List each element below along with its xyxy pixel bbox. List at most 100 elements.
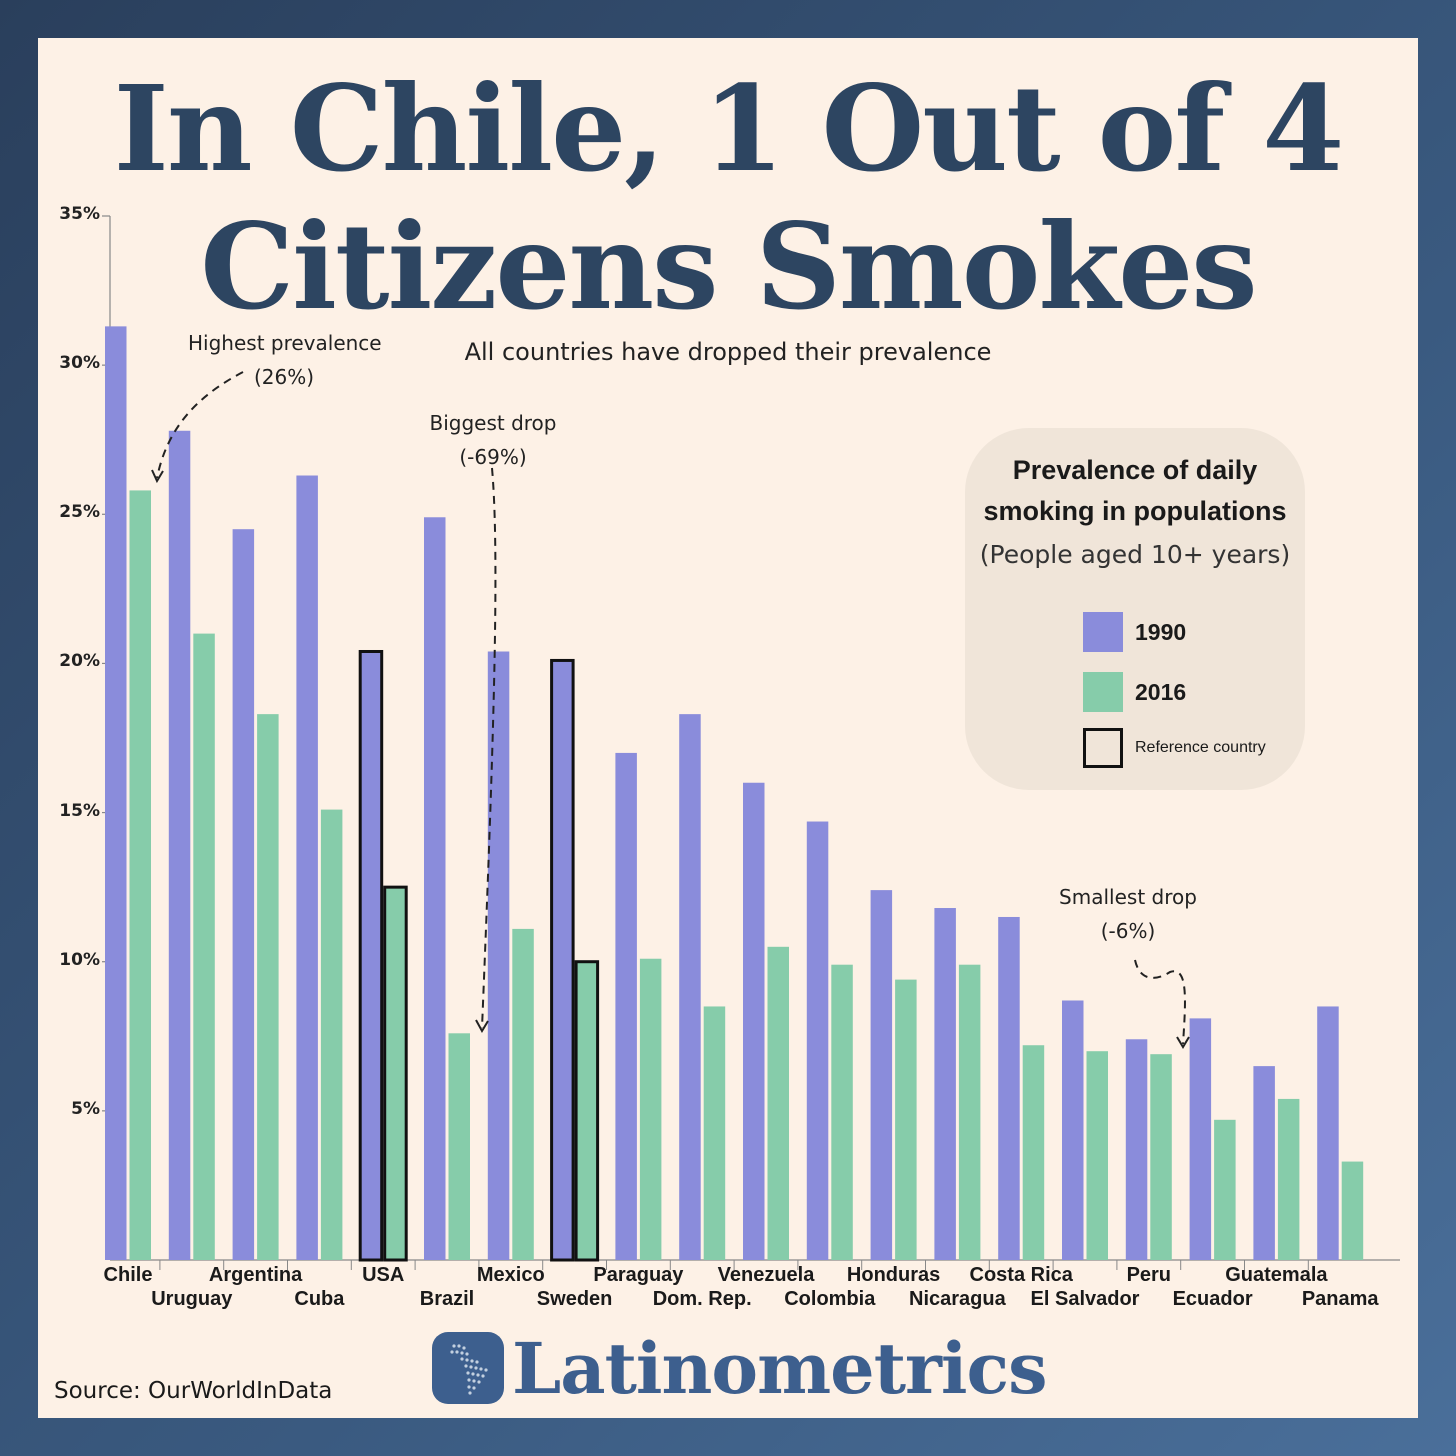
x-tick-label: Honduras — [846, 1264, 941, 1286]
legend-swatch-1990 — [1083, 612, 1123, 652]
bar-2016-el-salvador — [1086, 1051, 1108, 1260]
x-tick-label: Nicaragua — [909, 1288, 1006, 1310]
bar-1990-uruguay — [168, 430, 191, 1260]
x-tick-label: Colombia — [784, 1288, 876, 1310]
legend-label-2016: 2016 — [1135, 678, 1187, 705]
bar-2016-chile — [129, 490, 151, 1260]
y-tick-label: 35% — [59, 204, 100, 224]
x-tick-label: Costa Rica — [969, 1264, 1073, 1286]
y-tick-label: 20% — [59, 651, 100, 672]
x-tick-label: Dom. Rep. — [652, 1288, 752, 1310]
brand-name: Latinometrics — [512, 1326, 1048, 1410]
legend-label-1990: 1990 — [1135, 618, 1187, 645]
highest-arrowhead — [151, 469, 164, 484]
chart-card: In Chile, 1 Out of 4 Citizens Smokes 5% 1… — [38, 38, 1418, 1418]
bar-2016-peru — [1150, 1054, 1172, 1260]
smallest-drop-label: Smallest drop — [1059, 885, 1197, 909]
x-tick-label: Peru — [1126, 1264, 1172, 1286]
chart-plot — [102, 215, 1400, 1270]
bar-1990-paraguay — [615, 752, 637, 1260]
legend-subtitle: (People aged 10+ years) — [979, 540, 1291, 569]
bar-2016-paraguay — [639, 958, 662, 1260]
brand: Latinometrics — [432, 1326, 1048, 1410]
x-tick-label: Ecuador — [1172, 1288, 1253, 1310]
legend-title-line-1: Prevalence of daily — [1012, 455, 1258, 485]
highest-prevalence-value: (26%) — [253, 365, 315, 389]
bar-1990-dom-rep- — [679, 714, 701, 1260]
highest-prevalence-label: Highest prevalence — [188, 331, 382, 355]
bar-2016-colombia — [831, 964, 853, 1260]
bar-2016-cuba — [320, 809, 343, 1260]
x-tick-label: USA — [362, 1264, 405, 1286]
bar-2016-guatemala — [1277, 1098, 1300, 1260]
smallest-arrow — [1134, 959, 1186, 1045]
y-tick-label: 25% — [59, 502, 100, 523]
chart-title-line-2: Citizens Smokes — [200, 197, 1258, 336]
x-tick-label: Chile — [103, 1264, 153, 1286]
y-tick-label: 5% — [71, 1098, 100, 1119]
bar-2016-panama — [1341, 1161, 1364, 1260]
bar-1990-usa — [358, 649, 384, 1262]
biggest-arrowhead — [475, 1019, 489, 1034]
bar-2016-ecuador — [1214, 1119, 1236, 1260]
bar-1990-panama — [1317, 1006, 1339, 1260]
legend-item-1990: 1990 — [1083, 612, 1186, 652]
bar-1990-venezuela — [743, 782, 765, 1260]
bar-2016-uruguay — [193, 633, 215, 1260]
legend-item-2016: 2016 — [1083, 672, 1186, 712]
bar-1990-cuba — [296, 475, 318, 1261]
bar-2016-honduras — [895, 979, 917, 1260]
legend: Prevalence of daily smoking in populatio… — [965, 428, 1305, 790]
smallest-drop-value: (-6%) — [1100, 919, 1156, 943]
legend-title: Prevalence of daily smoking in populatio… — [965, 450, 1305, 532]
bar-1990-argentina — [232, 529, 255, 1260]
x-tick-label: Argentina — [208, 1264, 303, 1286]
bar-2016-dom-rep- — [703, 1006, 726, 1260]
all-countries-note: All countries have dropped their prevale… — [464, 338, 992, 366]
bar-2016-argentina — [257, 714, 279, 1260]
x-tick-label: Mexico — [476, 1264, 545, 1286]
biggest-drop-annotation: Biggest drop (-69%) — [423, 406, 563, 474]
highest-arrow — [156, 371, 244, 479]
x-tick-label: El Salvador — [1030, 1288, 1140, 1310]
x-tick-label: Uruguay — [151, 1288, 233, 1310]
bar-2016-sweden — [574, 960, 600, 1262]
brand-logo-icon — [432, 1332, 504, 1404]
bar-1990-costa-rica — [998, 916, 1020, 1260]
bar-1990-brazil — [424, 517, 446, 1260]
bar-2016-nicaragua — [958, 964, 981, 1260]
x-tick-label: Guatemala — [1225, 1264, 1328, 1286]
smallest-arrowhead — [1176, 1036, 1190, 1049]
bar-1990-mexico — [487, 651, 510, 1260]
legend-title-line-2: smoking in populations — [983, 496, 1287, 526]
x-tick-label: Paraguay — [593, 1264, 684, 1286]
bar-1990-chile — [105, 326, 127, 1260]
highest-prevalence-annotation: Highest prevalence (26%) — [188, 326, 382, 394]
bar-2016-costa-rica — [1022, 1045, 1045, 1260]
bar-1990-el-salvador — [1062, 1000, 1084, 1260]
biggest-arrow — [481, 467, 497, 1029]
bar-1990-nicaragua — [934, 908, 956, 1260]
bar-2016-mexico — [512, 928, 534, 1260]
x-tick-label: Venezuela — [717, 1264, 815, 1286]
legend-swatch-reference — [1083, 728, 1123, 768]
x-tick-label: Sweden — [536, 1288, 613, 1310]
x-tick-label: Panama — [1301, 1288, 1379, 1310]
y-tick-label: 30% — [59, 353, 100, 374]
bar-1990-ecuador — [1189, 1018, 1212, 1260]
biggest-drop-value: (-69%) — [459, 445, 527, 469]
biggest-drop-label: Biggest drop — [429, 411, 557, 435]
bar-2016-venezuela — [767, 946, 789, 1260]
smallest-drop-annotation: Smallest drop (-6%) — [1053, 880, 1203, 948]
legend-item-reference: Reference country — [1083, 728, 1266, 768]
source-note: Source: OurWorldInData — [54, 1378, 333, 1404]
x-tick-label: Brazil — [419, 1288, 475, 1310]
bar-1990-colombia — [806, 821, 829, 1260]
bar-1990-honduras — [870, 890, 893, 1260]
bar-2016-brazil — [448, 1033, 470, 1260]
bar-1990-sweden — [550, 658, 575, 1262]
x-tick-label: Cuba — [294, 1288, 345, 1310]
y-tick-label: 15% — [59, 800, 100, 821]
bar-1990-guatemala — [1253, 1066, 1275, 1260]
bar-1990-peru — [1125, 1039, 1148, 1260]
